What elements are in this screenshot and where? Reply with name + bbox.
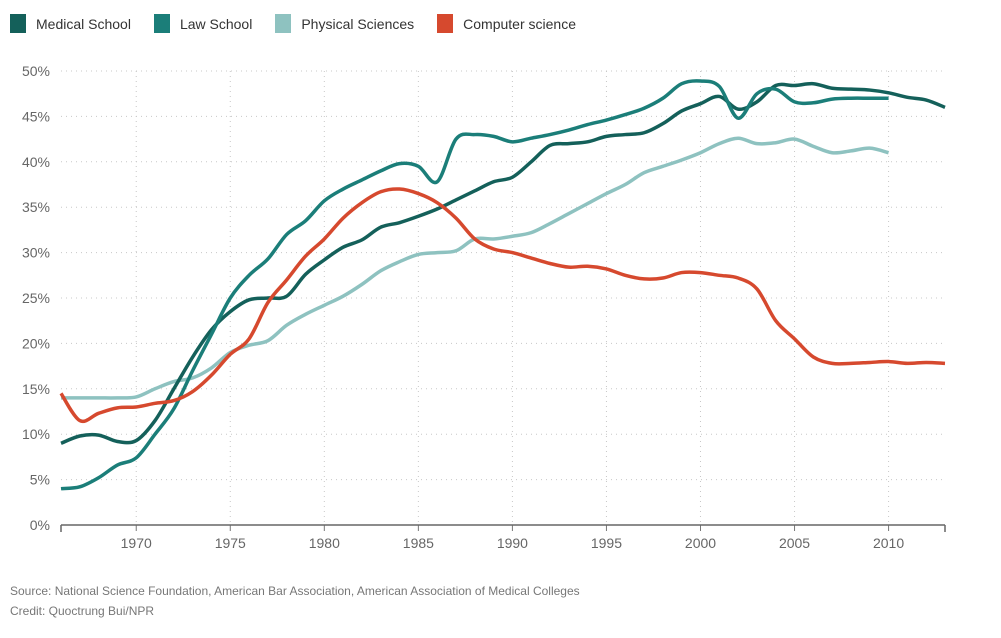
- x-tick-label: 2005: [779, 535, 810, 551]
- y-tick-label: 5%: [30, 472, 50, 488]
- y-tick-label: 25%: [22, 290, 50, 306]
- source-note: Source: National Science Foundation, Ame…: [10, 584, 580, 598]
- line-chart: 0% 5% 10% 15% 20% 25% 30% 35% 40% 45% 50% 1970 1975 1…: [22, 63, 946, 551]
- x-tick-label: 1985: [403, 535, 434, 551]
- x-tick-label: 1995: [591, 535, 622, 551]
- series-line-computer-science: [59, 187, 946, 424]
- legend-label: Medical School: [36, 15, 131, 32]
- x-tick-label: 1980: [309, 535, 340, 551]
- legend-swatch: [275, 14, 292, 33]
- legend-swatch: [153, 14, 170, 33]
- legend-label: Physical Sciences: [301, 15, 415, 32]
- y-tick-label: 40%: [22, 154, 50, 170]
- x-tick-label: 2010: [873, 535, 904, 551]
- credit-note: Credit: Quoctrung Bui/NPR: [10, 604, 155, 618]
- legend-label: Computer science: [463, 15, 576, 32]
- y-tick-label: 20%: [22, 335, 50, 351]
- y-tick-label: 10%: [22, 426, 50, 442]
- y-tick-label: 35%: [22, 199, 50, 215]
- y-tick-label: 0%: [30, 517, 50, 533]
- series-line-medical-school: [60, 81, 946, 445]
- legend-item-physical-sciences: Physical Sciences: [275, 14, 414, 33]
- legend: Medical School Law School Physical Scien…: [10, 14, 599, 33]
- y-tick-label: 30%: [22, 245, 50, 261]
- y-tick-label: 50%: [22, 63, 50, 79]
- x-tick-label: 1975: [215, 535, 246, 551]
- series-line-law-school: [60, 79, 889, 491]
- x-tick-label: 1990: [497, 535, 528, 551]
- legend-swatch: [437, 14, 454, 33]
- legend-item-medical-school: Medical School: [10, 14, 131, 33]
- legend-item-law-school: Law School: [153, 14, 253, 33]
- legend-item-computer-science: Computer science: [437, 14, 576, 33]
- x-tick-label: 1970: [121, 535, 152, 551]
- y-tick-label: 15%: [22, 381, 50, 397]
- legend-swatch: [10, 14, 26, 33]
- series-line-physical-sciences: [61, 136, 890, 400]
- legend-label: Law School: [179, 15, 253, 32]
- x-tick-label: 2000: [685, 535, 716, 551]
- y-tick-label: 45%: [22, 108, 50, 124]
